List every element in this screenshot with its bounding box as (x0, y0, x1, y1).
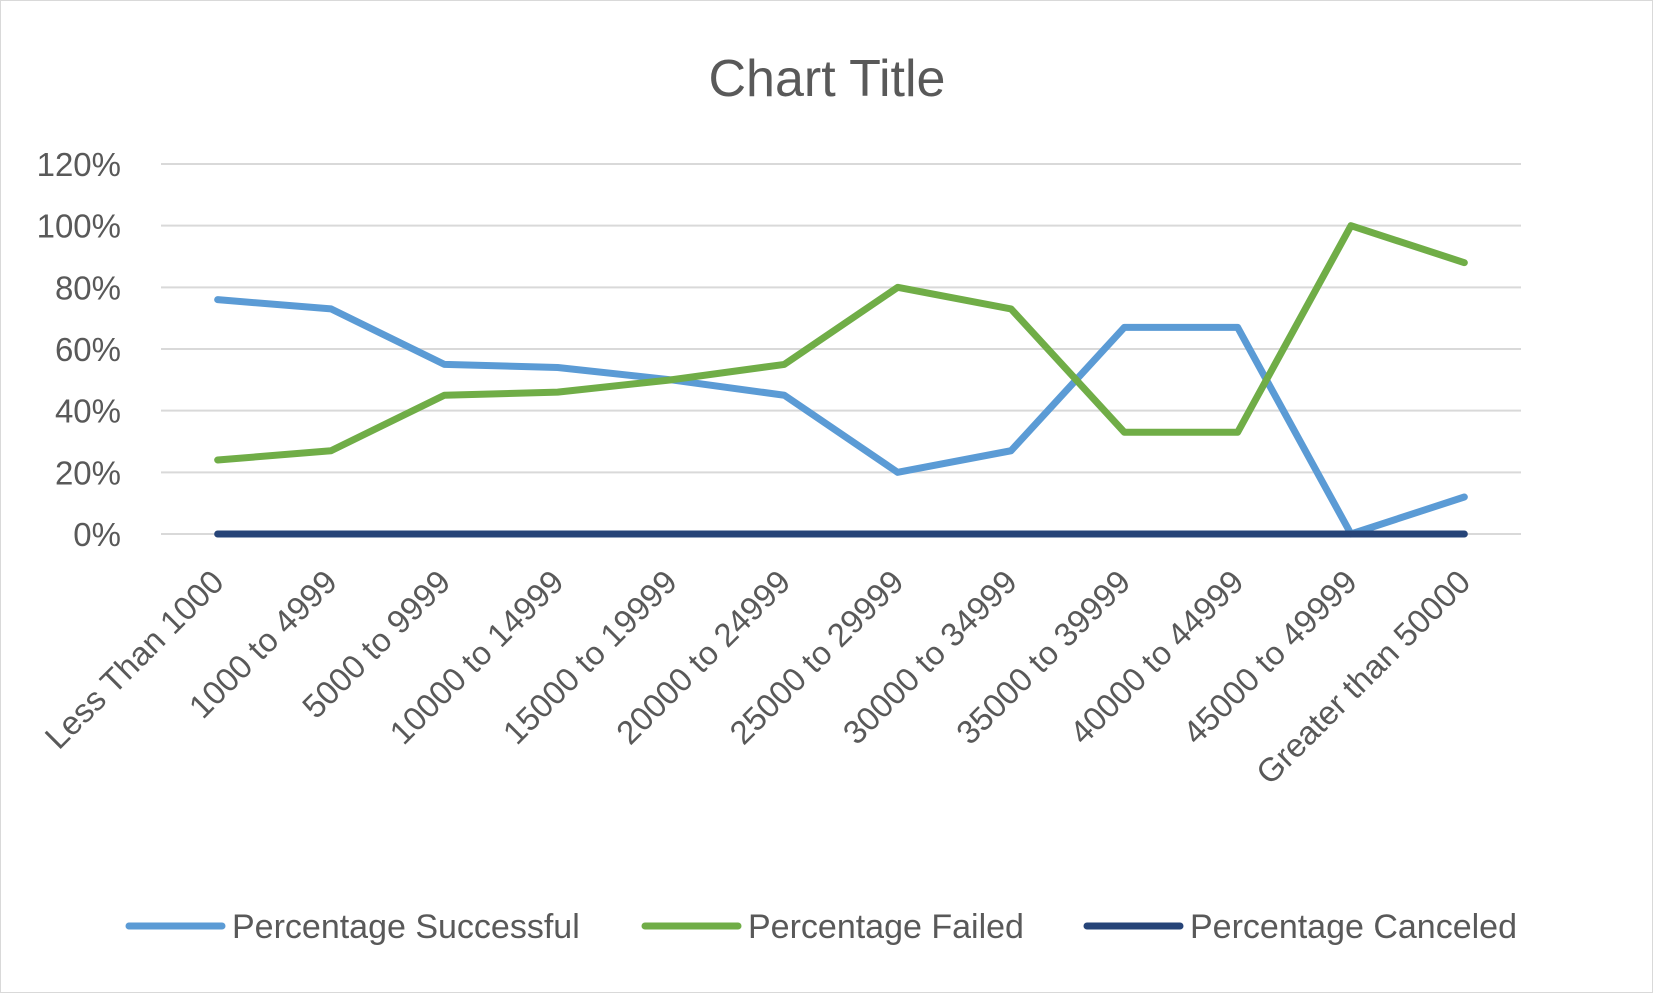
y-tick-label: 20% (55, 454, 121, 491)
y-tick-label: 80% (55, 269, 121, 306)
y-tick-label: 0% (73, 516, 121, 553)
x-tick-label: Greater than 50000 (1249, 563, 1478, 792)
legend-label: Percentage Canceled (1190, 908, 1517, 946)
series-lines (214, 222, 1468, 538)
y-tick-label: 120% (37, 146, 121, 183)
chart-title: Chart Title (709, 50, 946, 108)
y-axis-tick-labels: 0% 20% 40% 60% 80% 100% 120% (37, 146, 121, 553)
x-tick-label: Less Than 1000 (38, 563, 231, 756)
y-tick-label: 40% (55, 393, 121, 430)
series-line-1 (214, 222, 1468, 464)
legend-label: Percentage Successful (232, 908, 580, 946)
y-tick-label: 60% (55, 331, 121, 368)
gridlines (161, 163, 1521, 535)
y-tick-label: 100% (37, 208, 121, 245)
legend: Percentage Successful Percentage Failed Pe… (125, 908, 1517, 946)
legend-label: Percentage Failed (748, 908, 1024, 946)
series-line-0 (214, 296, 1468, 538)
